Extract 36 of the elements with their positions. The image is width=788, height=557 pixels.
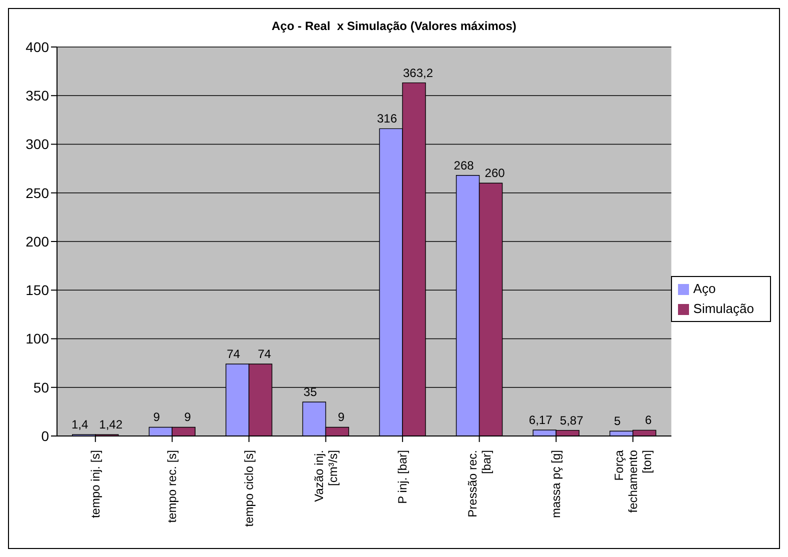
y-tick-label: 350 [26,88,50,104]
x-tick-label: massa pç [g] [549,450,564,518]
x-tick-label: Força fechamento [ton] [612,450,654,513]
x-tick-label: tempo ciclo [s] [242,450,256,527]
data-label: 363,2 [402,66,434,80]
data-label: 9 [338,410,345,424]
data-label: 316 [376,112,398,126]
legend-label: Aço [693,280,716,296]
x-tick-label: tempo rec. [s] [165,450,180,523]
data-label: 6 [645,413,652,428]
x-tick-label: Vazão inj. [cm³/s] [312,450,340,502]
x-tick-label: tempo inj. [s] [88,450,102,518]
data-label: 1,42 [99,418,123,432]
data-label: 1,4 [72,418,89,432]
y-tick-label: 200 [26,233,50,250]
chart-title: Aço - Real x Simulação (Valores máximos) [272,19,516,33]
data-label: 5 [614,414,622,428]
y-tick-label: 50 [33,379,50,396]
data-label: 35 [304,384,318,399]
data-label: 6,17 [528,413,553,427]
legend-label: Simulação [693,300,754,316]
data-label: 260 [484,166,506,180]
y-tick-label: 100 [26,330,50,347]
y-tick-label: 250 [26,184,50,201]
x-tick-label: Pressão rec. [bar] [465,450,494,518]
y-tick-label: 300 [26,136,50,152]
y-tick-label: 400 [26,38,50,55]
data-label: 9 [184,410,192,424]
data-label: 9 [153,410,160,424]
y-tick-label: 0 [41,428,50,444]
data-label: 74 [226,347,240,362]
y-tick-label: 150 [26,282,50,298]
data-label: 5,87 [560,413,584,428]
x-tick-label: P inj. [bar] [396,450,410,504]
data-label: 268 [454,158,474,172]
data-label: 74 [258,347,272,362]
